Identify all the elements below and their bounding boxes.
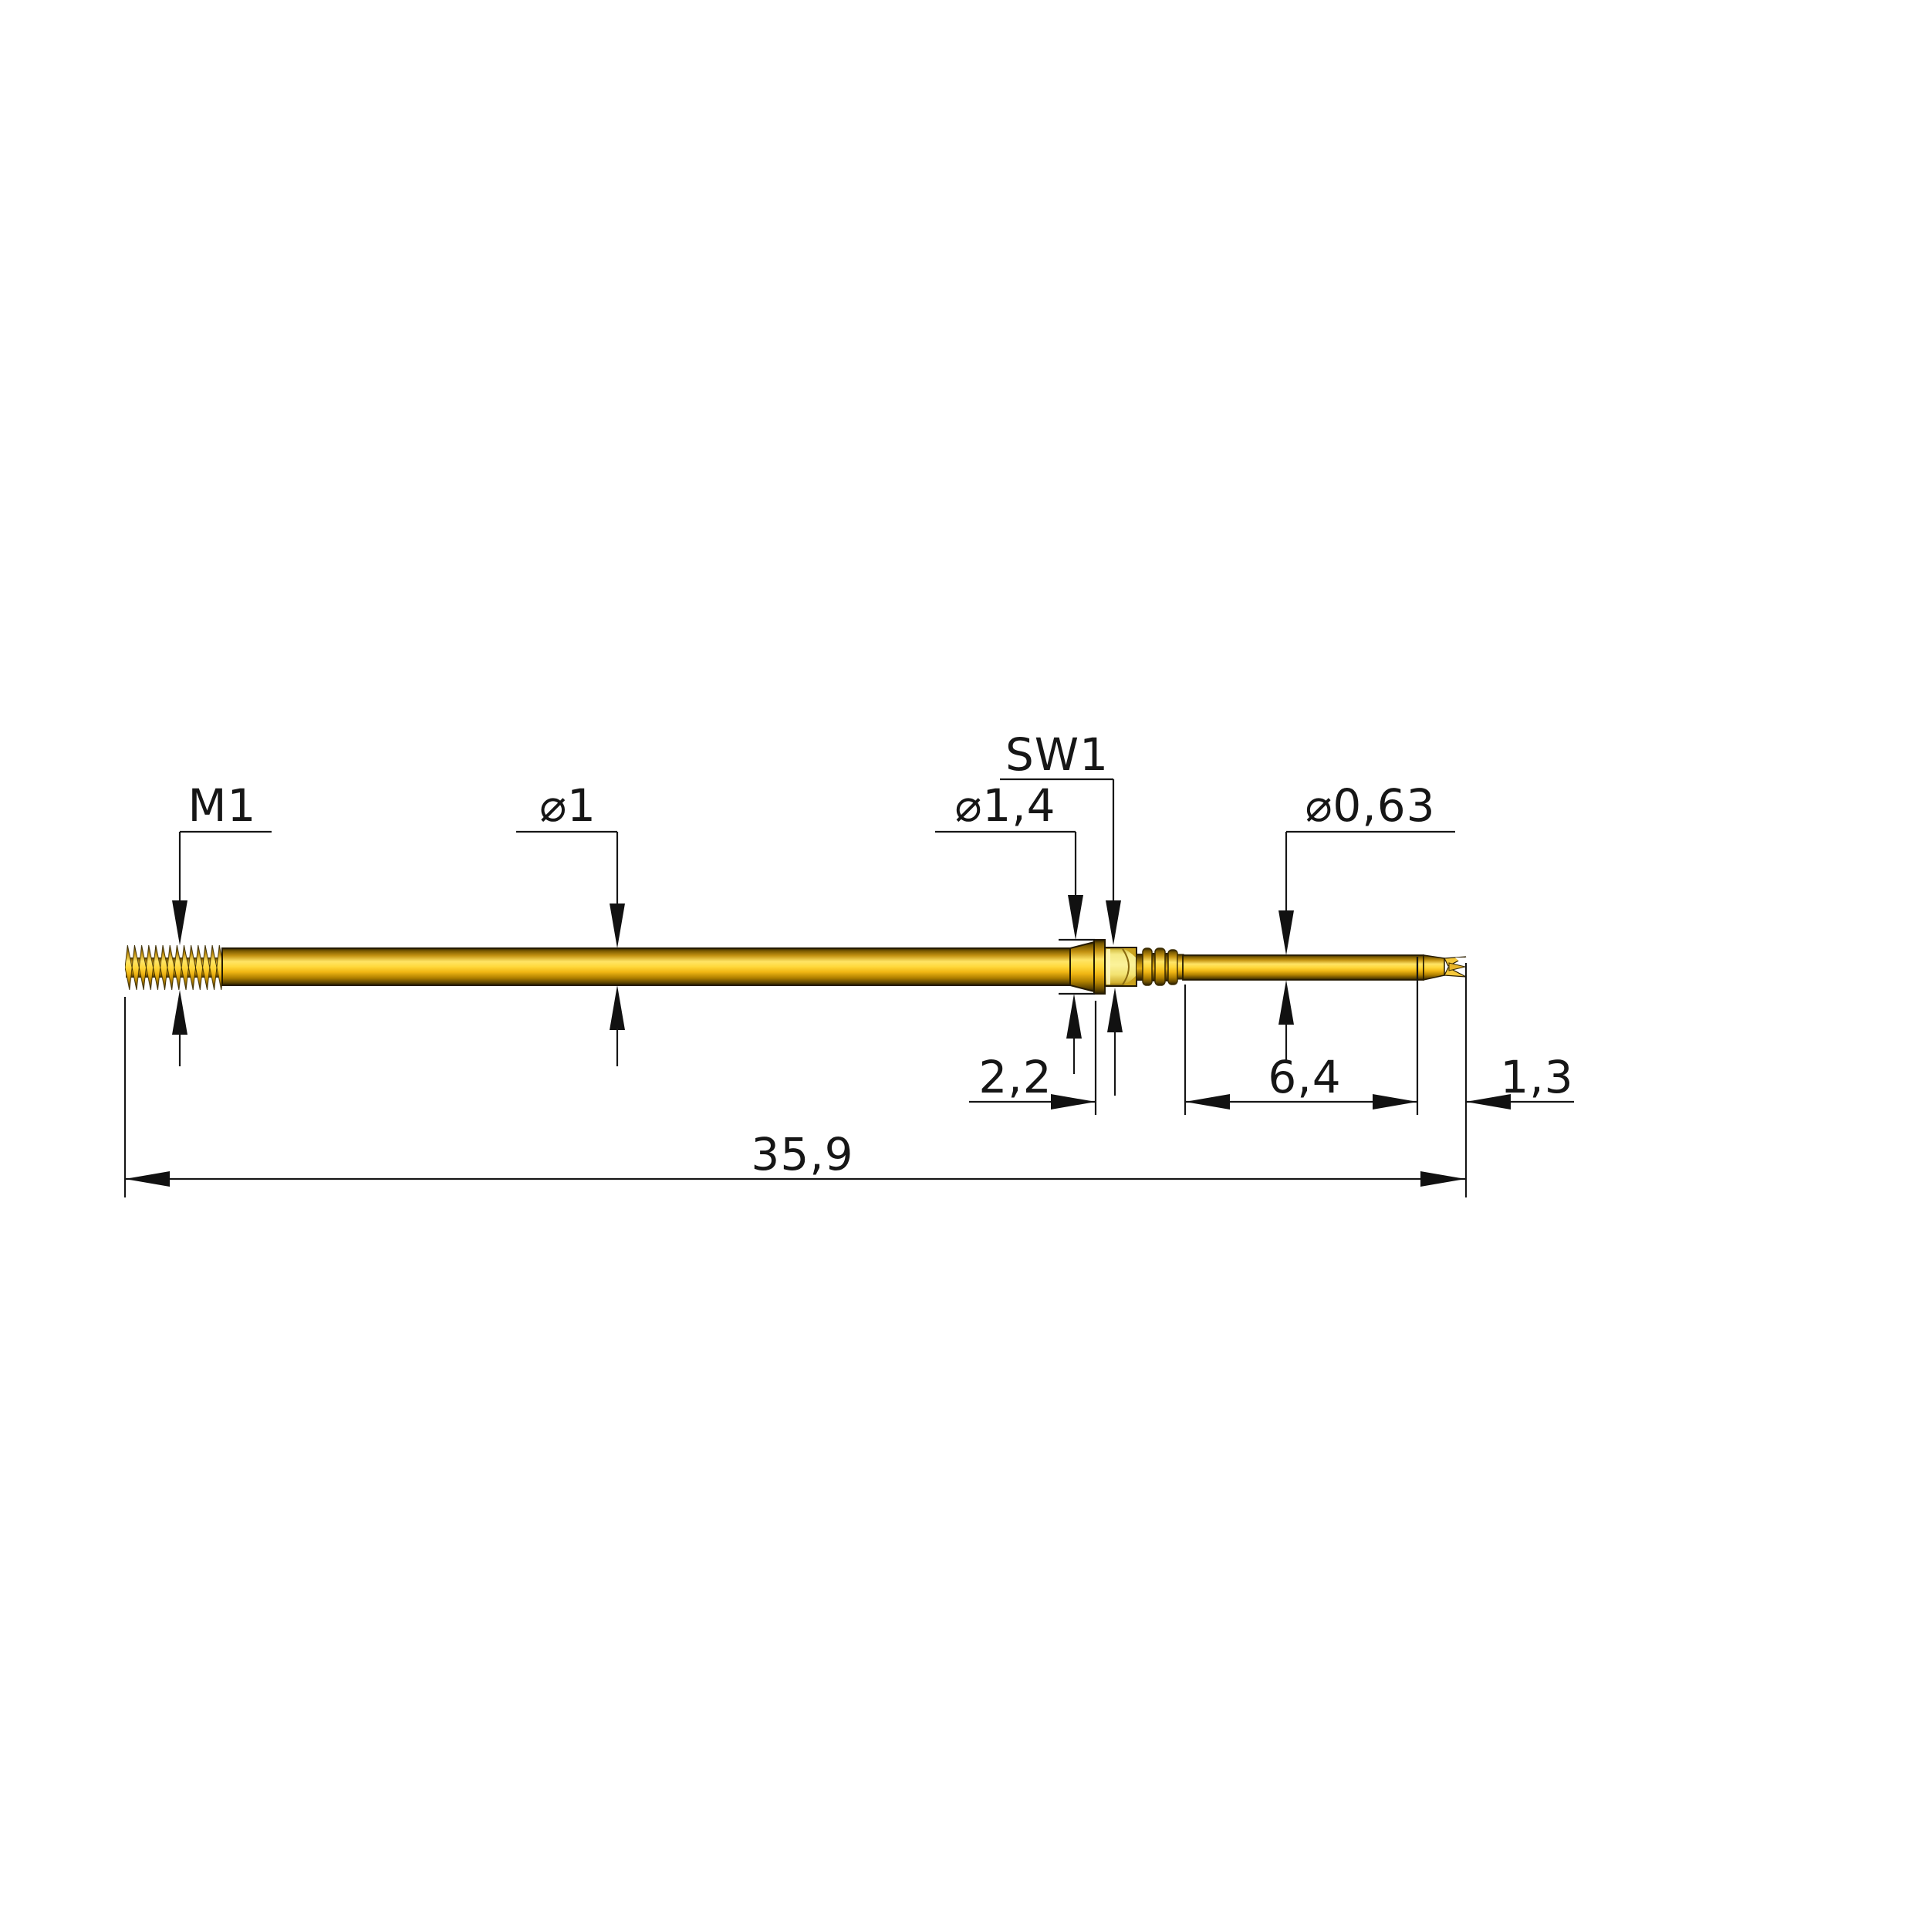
cone-section bbox=[1069, 941, 1095, 993]
thread-section bbox=[125, 945, 224, 990]
arrow-thread-top bbox=[172, 900, 187, 945]
callout-plunger-diameter-label: ⌀0,63 bbox=[1305, 779, 1435, 832]
collar-valley-2 bbox=[1164, 953, 1169, 981]
callout-thread-label: M1 bbox=[188, 779, 257, 832]
dim-arrow-overall-left bbox=[125, 1171, 170, 1187]
collar-ring-3 bbox=[1167, 949, 1178, 985]
dim-arrow-overall-right bbox=[1420, 1171, 1465, 1187]
crown-tooth-middle bbox=[1448, 962, 1466, 971]
collar-ring-1 bbox=[1142, 947, 1153, 986]
arrow-thread-bottom bbox=[172, 990, 187, 1035]
arrow-shaft-bottom bbox=[610, 985, 625, 1030]
dim-plunger-length-label: 6,4 bbox=[1268, 1051, 1341, 1103]
arrow-plunger-top bbox=[1278, 910, 1294, 955]
plunger-section bbox=[1182, 954, 1424, 981]
flange-section bbox=[1093, 939, 1106, 995]
callout-flange-diameter-label: ⌀1,4 bbox=[954, 779, 1056, 832]
arrow-flange-top bbox=[1068, 895, 1083, 940]
arrow-flange-bottom bbox=[1066, 994, 1082, 1039]
tip-taper bbox=[1423, 954, 1445, 981]
dim-arrow-tip-right bbox=[1466, 1094, 1511, 1110]
arrow-plunger-bottom bbox=[1278, 980, 1294, 1025]
dim-tip-length-label: 1,3 bbox=[1500, 1051, 1573, 1103]
dim-arrow-plunger-left bbox=[1185, 1094, 1230, 1110]
arrow-hex-bottom bbox=[1107, 988, 1123, 1032]
probe-body bbox=[125, 939, 1467, 995]
dim-arrow-collar-right bbox=[1051, 1094, 1096, 1110]
crown-notch-top bbox=[1455, 958, 1466, 963]
callout-shaft-diameter-label: ⌀1 bbox=[539, 779, 596, 832]
collar-valley-1 bbox=[1151, 953, 1156, 981]
hex-corner-shade-top bbox=[1123, 948, 1136, 958]
collar-neck bbox=[1137, 954, 1143, 981]
hex-corner-arc bbox=[1122, 948, 1130, 985]
dim-arrow-plunger-right bbox=[1373, 1094, 1417, 1110]
dimension-labels: M1 ⌀1 SW1 ⌀1,4 ⌀0,63 2,2 6,4 1,3 35,9 bbox=[188, 728, 1573, 1180]
hex-highlight bbox=[1106, 949, 1110, 985]
collar-ring-2 bbox=[1154, 947, 1166, 986]
dim-collar-length-label: 2,2 bbox=[978, 1051, 1052, 1103]
dim-overall-length-label: 35,9 bbox=[751, 1128, 853, 1180]
dimension-annotations bbox=[123, 778, 1574, 1197]
hex-corner-shade-bottom bbox=[1123, 976, 1136, 985]
arrow-hex-top bbox=[1106, 900, 1121, 945]
shaft-section bbox=[221, 947, 1071, 986]
arrow-shaft-top bbox=[610, 904, 625, 948]
callout-hex-label: SW1 bbox=[1005, 728, 1109, 781]
